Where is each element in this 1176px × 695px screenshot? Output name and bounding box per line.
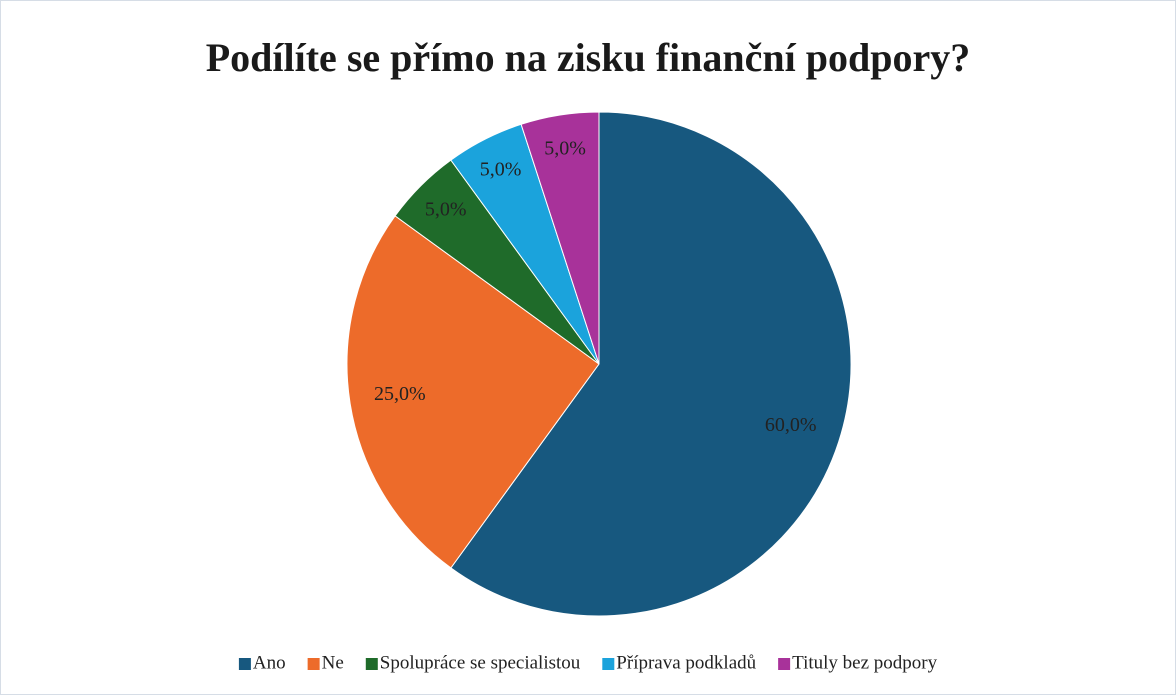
legend-label: Spolupráce se specialistou (380, 652, 581, 673)
data-label: 60,0% (765, 414, 817, 436)
legend-label: Příprava podkladů (616, 652, 756, 673)
legend-swatch (778, 658, 791, 670)
legend-swatch (602, 658, 615, 670)
chart-title: Podílíte se přímo na zisku finanční podp… (206, 35, 971, 80)
legend-label: Ne (322, 652, 344, 673)
legend-label: Ano (253, 652, 286, 673)
data-label: 5,0% (544, 138, 586, 160)
data-label: 25,0% (374, 383, 426, 405)
data-label: 5,0% (425, 198, 467, 220)
legend-swatch (238, 658, 251, 670)
legend-swatch (365, 658, 378, 670)
legend-label: Tituly bez podpory (792, 652, 937, 673)
data-label: 5,0% (480, 158, 522, 180)
legend-swatch (307, 658, 320, 670)
pie-slice (450, 111, 852, 617)
pie-slice (346, 215, 600, 569)
pie-slice (520, 111, 600, 365)
